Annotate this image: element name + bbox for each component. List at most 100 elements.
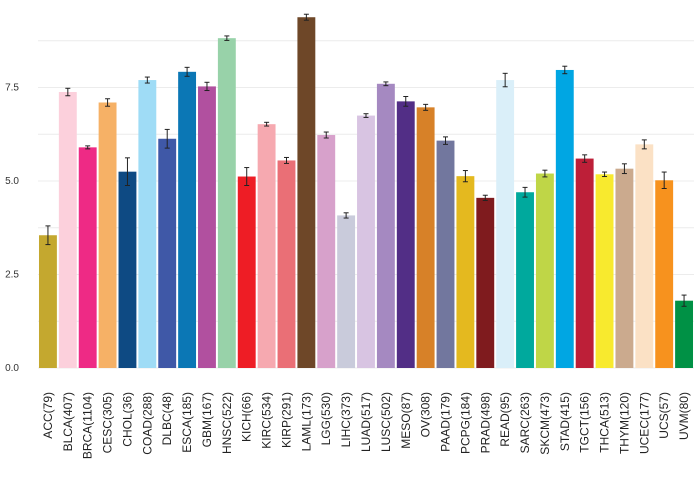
x-category-label: KICH(66) xyxy=(240,392,254,442)
error-bar xyxy=(144,76,150,84)
bar xyxy=(98,102,117,369)
error-bar xyxy=(363,113,369,118)
x-category-label: SKCM(473) xyxy=(538,392,552,455)
error-bar xyxy=(184,66,190,77)
y-tick-label: 0.0 xyxy=(5,363,19,374)
error-bar xyxy=(204,81,210,92)
y-tick-label: 7.5 xyxy=(5,83,19,94)
bar xyxy=(78,147,97,368)
x-category-label: LAML(173) xyxy=(299,392,313,451)
x-category-label: UCEC(177) xyxy=(637,392,651,454)
y-axis-tick-labels: 0.0 2.5 5.0 7.5 xyxy=(5,83,19,374)
error-bar xyxy=(602,171,608,178)
bar xyxy=(655,180,674,368)
error-bar xyxy=(641,139,647,150)
x-category-label: UCS(57) xyxy=(657,392,671,439)
bars xyxy=(38,17,694,369)
x-category-label: KIRP(291) xyxy=(279,392,293,448)
bar xyxy=(297,17,316,368)
error-bar xyxy=(283,156,289,164)
error-bars xyxy=(45,13,687,307)
error-bar xyxy=(542,169,548,178)
x-category-label: READ(95) xyxy=(498,392,512,447)
error-bar xyxy=(224,35,230,41)
error-bar xyxy=(85,145,91,150)
y-tick-label: 5.0 xyxy=(5,176,19,187)
error-bar xyxy=(582,154,588,163)
error-bar xyxy=(45,225,51,246)
error-bar xyxy=(522,186,528,198)
bar xyxy=(615,168,634,368)
x-category-label: THYM(120) xyxy=(617,392,631,454)
x-category-label: PRAD(498) xyxy=(478,392,492,453)
x-category-label: UVM(80) xyxy=(677,392,691,440)
x-category-label: COAD(288) xyxy=(140,392,154,455)
error-bar xyxy=(562,65,568,75)
x-category-label: SARC(263) xyxy=(518,392,532,453)
error-bar xyxy=(244,167,250,187)
bar xyxy=(436,140,455,368)
x-category-label: LGG(530) xyxy=(319,392,333,445)
bar xyxy=(376,83,395,368)
x-category-label: KIRC(534) xyxy=(260,392,274,449)
bar xyxy=(496,80,515,369)
x-category-label: HNSC(522) xyxy=(220,392,234,454)
bar xyxy=(535,173,554,368)
error-bar xyxy=(164,128,170,149)
bar xyxy=(118,171,137,368)
bar xyxy=(217,38,236,369)
error-bar xyxy=(621,163,627,175)
bar xyxy=(555,69,574,369)
bar xyxy=(58,92,77,369)
bar xyxy=(257,124,276,369)
bar xyxy=(158,138,177,368)
bar xyxy=(635,144,654,368)
bar xyxy=(337,215,356,368)
error-bar xyxy=(264,121,270,127)
x-category-label: MESO(87) xyxy=(399,392,413,449)
x-category-label: STAD(415) xyxy=(558,392,572,451)
error-bar xyxy=(681,294,687,307)
x-category-label: BRCA(1104) xyxy=(81,392,95,459)
x-category-label: TGCT(156) xyxy=(578,392,592,453)
x-category-label: PAAD(179) xyxy=(439,392,453,452)
bar xyxy=(38,235,57,368)
error-bar xyxy=(403,96,409,107)
bar xyxy=(317,135,336,368)
bar xyxy=(277,160,296,368)
bar xyxy=(178,71,197,368)
x-category-label: BLCA(407) xyxy=(61,392,75,451)
x-category-label: LUAD(517) xyxy=(359,392,373,452)
error-bar xyxy=(65,87,71,97)
error-bar xyxy=(482,194,488,201)
x-category-label: LIHC(373) xyxy=(339,392,353,447)
x-category-label: THCA(513) xyxy=(598,392,612,453)
bar xyxy=(416,107,435,368)
bar xyxy=(516,192,534,368)
bar xyxy=(357,115,375,368)
error-bar xyxy=(502,72,508,88)
bar xyxy=(575,158,594,368)
error-bar xyxy=(105,98,111,107)
error-bar xyxy=(423,103,429,111)
bar xyxy=(198,86,216,368)
error-bar xyxy=(303,13,309,21)
x-category-label: DLBC(48) xyxy=(160,392,174,445)
error-bar xyxy=(124,157,130,187)
error-bar xyxy=(443,136,449,145)
bar xyxy=(476,197,495,368)
x-axis-category-labels: ACC(79) BLCA(407) BRCA(1104) CESC(305) CHOL(… xyxy=(41,392,691,459)
bar xyxy=(595,174,614,368)
x-category-label: LUSC(502) xyxy=(379,392,393,452)
bar xyxy=(456,176,475,368)
x-category-label: GBM(167) xyxy=(200,392,214,447)
error-bar xyxy=(323,131,329,139)
x-category-label: CHOL(36) xyxy=(120,392,134,447)
y-tick-label: 2.5 xyxy=(5,270,19,281)
x-category-label: CESC(305) xyxy=(101,392,115,453)
bar xyxy=(138,80,157,369)
x-category-label: ACC(79) xyxy=(41,392,55,439)
bar xyxy=(237,176,256,368)
bar xyxy=(396,101,415,369)
